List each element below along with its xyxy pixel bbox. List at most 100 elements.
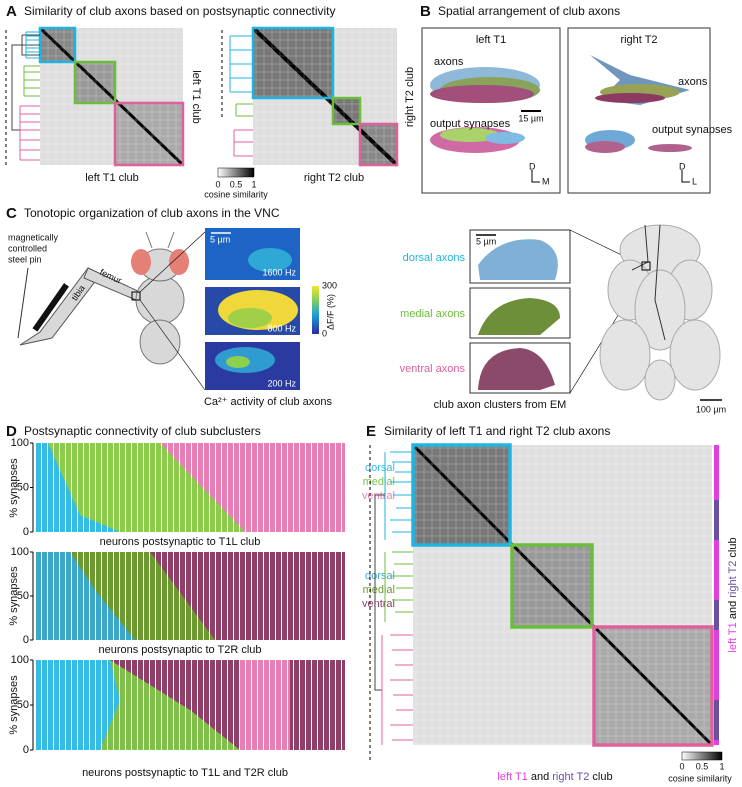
image-frame bbox=[421, 27, 561, 194]
axon-render-part bbox=[430, 85, 534, 103]
heatmap-part bbox=[510, 543, 594, 629]
y-tick-label: 0 bbox=[23, 744, 29, 756]
dendrogram-part bbox=[381, 634, 413, 745]
colorbar-label: ΔF/F (%) bbox=[325, 294, 335, 330]
heatmap-part bbox=[251, 26, 335, 100]
caption: club axon clusters from EM bbox=[434, 399, 567, 411]
heatmap bbox=[38, 26, 185, 167]
render-label: axons bbox=[678, 76, 708, 88]
y-tick-label: 0 bbox=[23, 634, 29, 646]
heatmap-part bbox=[113, 101, 185, 167]
axis-label-part: right T2 bbox=[727, 561, 739, 598]
calcium-images bbox=[205, 228, 300, 390]
compass-label: M bbox=[542, 176, 550, 186]
fly-schematic-part bbox=[139, 299, 206, 391]
image-title: right T2 bbox=[620, 34, 657, 46]
panel-e: E Similarity of left T1 and right T2 clu… bbox=[366, 423, 739, 783]
compass-label: D bbox=[679, 161, 686, 171]
dendrogram-part bbox=[374, 494, 385, 691]
cluster-label: ventral axons bbox=[400, 363, 466, 375]
cluster-label: dorsal axons bbox=[403, 252, 466, 264]
pin-label: controlled bbox=[8, 243, 47, 253]
dendrogram-part bbox=[19, 105, 40, 161]
panel-c: C Tonotopic organization of club axons i… bbox=[6, 205, 726, 414]
fly-schematic-part bbox=[135, 275, 185, 325]
em-renders-part bbox=[478, 348, 555, 390]
scale-label: 5 µm bbox=[476, 236, 496, 246]
heatmap-part bbox=[714, 600, 719, 630]
heatmap-part bbox=[714, 700, 719, 740]
dendrogram-part bbox=[11, 34, 40, 131]
compass bbox=[681, 170, 690, 183]
y-tick-label: 50 bbox=[17, 699, 29, 711]
panel-letter: B bbox=[420, 3, 431, 20]
colorbar-tick: 0.5 bbox=[230, 179, 243, 189]
fly-schematic-part bbox=[169, 249, 189, 275]
legend-entry: ventral bbox=[362, 490, 395, 502]
dendrogram-part bbox=[23, 65, 40, 97]
compass bbox=[531, 170, 540, 183]
heatmap-part bbox=[714, 445, 719, 745]
image-title: left T1 bbox=[476, 34, 506, 46]
axis-label: left T1 and right T2 club bbox=[497, 771, 612, 783]
dendrogram-part bbox=[25, 31, 40, 59]
col-label: left T1 club bbox=[85, 172, 139, 184]
colorbar-tick: 300 bbox=[322, 280, 337, 290]
calcium-images-part bbox=[228, 308, 272, 328]
y-tick-label: 100 bbox=[11, 546, 29, 558]
y-axis: 0 50 100 0 50 100 0 50 100 bbox=[11, 437, 34, 756]
vnc-render-part bbox=[644, 359, 676, 401]
fly-schematic-part bbox=[17, 267, 29, 339]
col-label: right T2 club bbox=[304, 172, 364, 184]
dendrogram bbox=[5, 30, 40, 165]
legend-entry: dorsal bbox=[365, 462, 395, 474]
panel-letter: D bbox=[6, 423, 17, 440]
row-label: right T2 club bbox=[404, 67, 416, 127]
vnc-render-part bbox=[599, 319, 651, 391]
colorbar-tick: 0 bbox=[679, 761, 684, 771]
panel-title: Spatial arrangement of club axons bbox=[438, 4, 620, 18]
fly-schematic-part bbox=[32, 283, 69, 332]
colorbar-part bbox=[217, 167, 255, 178]
heatmap-part bbox=[253, 28, 397, 165]
panel-letter: A bbox=[6, 3, 17, 20]
compass-label: D bbox=[529, 161, 536, 171]
y-tick-label: 100 bbox=[11, 437, 29, 449]
colorbar-tick: 0 bbox=[322, 328, 327, 338]
vnc-render-part bbox=[634, 269, 686, 351]
em-renders-part bbox=[478, 239, 558, 280]
axis-label-part: and bbox=[528, 771, 552, 783]
fly-schematic bbox=[17, 231, 206, 391]
panel-b: B Spatial arrangement of club axons left… bbox=[420, 3, 733, 194]
panel-title: Tonotopic organization of club axons in … bbox=[24, 206, 280, 220]
stacked-bars-part bbox=[35, 443, 345, 532]
vnc-render-part bbox=[669, 319, 721, 391]
dendrogram-part bbox=[235, 103, 253, 117]
y-tick-label: 100 bbox=[11, 654, 29, 666]
fly-schematic-part bbox=[131, 291, 141, 301]
axon-render-part bbox=[595, 93, 665, 103]
frequency-label: 1600 Hz bbox=[262, 267, 296, 277]
frequency-label: 800 Hz bbox=[267, 323, 296, 333]
compass-label: L bbox=[692, 176, 697, 186]
render-label: output synapses bbox=[652, 124, 733, 136]
calcium-images-part bbox=[226, 356, 250, 368]
panel-a: A Similarity of club axons based on post… bbox=[5, 3, 416, 199]
dendrogram-part bbox=[229, 35, 253, 93]
y-axis-label: % synapses bbox=[8, 566, 20, 626]
legend-entry: medial bbox=[363, 584, 395, 596]
cluster-label: medial axons bbox=[400, 308, 465, 320]
calcium-images-part bbox=[248, 248, 292, 272]
panel-d: D Postsynaptic connectivity of club subc… bbox=[6, 423, 395, 779]
axis-label-part: left T1 bbox=[727, 622, 739, 652]
dendrogram-part bbox=[384, 551, 413, 622]
colorbar-label: cosine similarity bbox=[668, 773, 732, 783]
heatmap-part bbox=[40, 28, 183, 165]
y-axis-label: % synapses bbox=[8, 458, 20, 518]
axis-label-part: and bbox=[727, 598, 739, 622]
stacked-bars-part bbox=[35, 552, 345, 640]
axis-label-part: right T2 bbox=[552, 771, 589, 783]
colorbar: 0 0.5 1 cosine similarity bbox=[668, 751, 732, 783]
caption: Ca²⁺ activity of club axons bbox=[204, 396, 333, 408]
heatmap bbox=[411, 443, 719, 747]
